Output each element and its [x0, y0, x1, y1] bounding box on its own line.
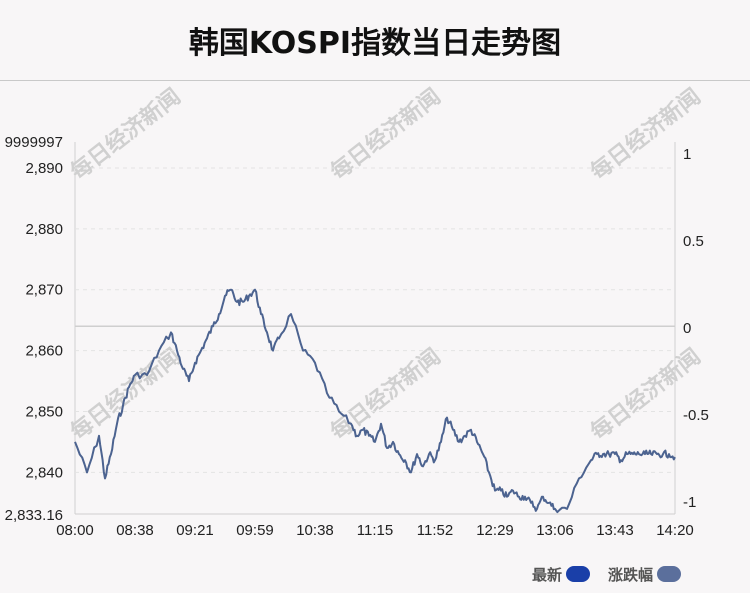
x-tick-label: 10:38: [296, 522, 334, 539]
y-right-tick-label: -1: [683, 494, 696, 511]
y-left-tick-label: 2,850: [25, 403, 63, 420]
y-right-tick-label: 0.5: [683, 233, 704, 250]
x-tick-label: 09:59: [236, 522, 274, 539]
watermark-text: 每日经济新闻: [326, 84, 446, 186]
y-left-tick-label: 2,870: [25, 282, 63, 299]
x-tick-label: 09:21: [176, 522, 214, 539]
y-left-max-label: 9999997: [5, 134, 63, 151]
x-tick-label: 12:29: [476, 522, 514, 539]
watermark-text: 每日经济新闻: [586, 344, 706, 446]
legend-label-change: 涨跌幅: [608, 565, 654, 584]
title-divider: [0, 80, 750, 81]
legend-item-change[interactable]: 涨跌幅: [608, 563, 682, 585]
x-tick-label: 08:38: [116, 522, 154, 539]
watermark-text: 每日经济新闻: [66, 344, 186, 446]
y-right-tick-label: 1: [683, 146, 691, 163]
watermark-text: 每日经济新闻: [66, 84, 186, 186]
index-series-line: [74, 288, 676, 514]
y-left-min-label: 2,833.16: [5, 507, 63, 524]
x-tick-label: 14:20: [656, 522, 694, 539]
legend-item-latest[interactable]: 最新: [532, 563, 591, 585]
x-tick-label: 13:43: [596, 522, 634, 539]
y-left-tick-label: 2,890: [25, 160, 63, 177]
y-left-tick-label: 2,840: [25, 464, 63, 481]
y-left-tick-label: 2,880: [25, 221, 63, 238]
watermark-text: 每日经济新闻: [586, 84, 706, 186]
x-tick-label: 11:15: [357, 522, 393, 539]
legend-swatch-latest: [566, 566, 591, 582]
watermark-text: 每日经济新闻: [326, 344, 446, 446]
y-left-tick-label: 2,860: [25, 343, 63, 360]
x-tick-label: 13:06: [536, 522, 574, 539]
x-tick-label: 11:52: [417, 522, 453, 539]
chart-title: 韩国KOSPI指数当日走势图: [188, 26, 562, 61]
legend-label-latest: 最新: [532, 565, 563, 584]
legend-swatch-change: [657, 566, 682, 582]
y-right-tick-label: -0.5: [683, 407, 709, 424]
x-tick-label: 08:00: [56, 522, 94, 539]
y-right-tick-label: 0: [683, 320, 691, 337]
